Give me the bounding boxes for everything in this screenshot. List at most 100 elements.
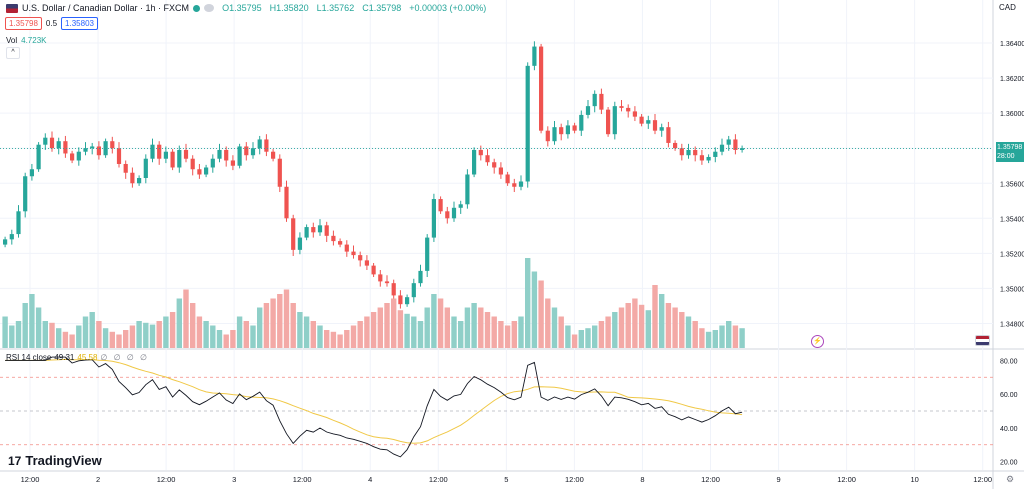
candle-body	[358, 255, 363, 261]
y-tick-label: 1.36400	[1000, 41, 1024, 48]
volume-bar	[444, 307, 450, 348]
volume-bar	[618, 307, 625, 348]
rsi-label: RSI 14 close	[6, 353, 52, 362]
spread-value: 0.5	[45, 19, 58, 28]
candle-body	[559, 127, 564, 135]
candle-body	[599, 93, 604, 110]
volume-bar	[437, 298, 444, 348]
last-price-value: 1.35798	[997, 144, 1023, 151]
candle-body	[224, 149, 229, 161]
candle-body	[371, 265, 376, 275]
settings-gear-icon[interactable]: ⚙	[1006, 474, 1015, 484]
rsi-value: 49.31	[54, 353, 75, 362]
candle-body	[344, 244, 349, 252]
volume-bar	[156, 321, 162, 348]
rsi-empty-values: ∅ ∅ ∅ ∅	[100, 353, 149, 362]
candle-body	[693, 149, 698, 156]
volume-bar	[538, 280, 544, 348]
candle-body	[351, 251, 356, 256]
candle-body	[659, 127, 664, 131]
x-tick-label: 2	[96, 475, 100, 484]
candle-body	[150, 144, 155, 159]
x-tick-label: 5	[504, 475, 508, 484]
candle-body	[458, 204, 463, 208]
volume-bar	[310, 321, 316, 348]
tradingview-logo[interactable]: 17 TradingView	[8, 453, 102, 468]
volume-bar	[236, 316, 243, 348]
visibility-icon[interactable]	[204, 4, 215, 12]
ohlc-close: C1.35798	[362, 3, 402, 13]
volume-bar	[525, 258, 531, 348]
x-tick-label: 9	[776, 475, 780, 484]
collapse-legend-button[interactable]: ^	[6, 47, 20, 59]
volume-bar	[726, 321, 732, 348]
market-open-dot-icon	[193, 4, 201, 12]
volume-bar	[270, 298, 276, 348]
candle-body	[244, 146, 249, 156]
volume-bar	[491, 316, 497, 348]
volume-bar	[56, 328, 62, 348]
volume-bar	[645, 310, 651, 348]
candle-body	[96, 146, 101, 156]
candle-body	[23, 176, 28, 212]
volume-label: Vol	[6, 36, 18, 45]
buy-button[interactable]: 1.35803	[61, 17, 98, 30]
volume-bar	[22, 303, 28, 348]
candle-body	[49, 137, 55, 149]
volume-bar	[123, 330, 129, 348]
x-tick-label: 12:00	[293, 475, 312, 484]
volume-bar	[82, 316, 89, 348]
volume-bar	[250, 325, 256, 348]
volume-bar	[324, 330, 330, 348]
candle-body	[264, 139, 269, 152]
candle-body	[673, 142, 678, 149]
candle-body	[364, 260, 369, 266]
tradingview-mark-icon: 17	[8, 453, 22, 468]
candle-body	[405, 297, 410, 305]
lightning-icon[interactable]: ⚡	[811, 335, 824, 348]
candle-body	[411, 283, 416, 298]
sell-button[interactable]: 1.35798	[5, 17, 42, 30]
candle-body	[465, 174, 470, 205]
volume-bar	[672, 307, 678, 348]
candle-body	[512, 183, 517, 187]
volume-bar	[344, 330, 350, 348]
candle-body	[210, 158, 215, 168]
volume-bar	[679, 312, 685, 348]
y-tick-label: 1.34800	[1000, 321, 1024, 328]
candle-body	[384, 281, 390, 284]
volume-bar	[712, 330, 718, 348]
volume-bar	[69, 334, 75, 348]
x-tick-label: 12:00	[565, 475, 584, 484]
x-tick-label: 12:00	[429, 475, 448, 484]
currency-label[interactable]: CAD	[999, 3, 1016, 12]
candle-body	[204, 167, 209, 175]
volume-bar	[739, 328, 745, 348]
candle-body	[197, 169, 202, 175]
candle-body	[70, 153, 75, 161]
volume-bar	[317, 325, 323, 348]
volume-bar	[9, 325, 15, 348]
volume-bar	[223, 334, 229, 348]
volume-bar	[424, 307, 430, 348]
volume-bar	[129, 325, 136, 348]
volume-bar	[612, 312, 618, 348]
candle-body	[431, 199, 436, 238]
volume-bar	[76, 325, 82, 348]
us-flag-icon[interactable]	[975, 335, 990, 346]
symbol-title[interactable]: U.S. Dollar / Canadian Dollar · 1h · FXC…	[22, 3, 190, 13]
candle-body	[505, 174, 510, 184]
volume-bar	[545, 298, 551, 348]
candle-body	[170, 151, 175, 168]
y-tick-label: 1.35200	[1000, 251, 1024, 258]
volume-bar	[732, 325, 739, 348]
candle-body	[686, 149, 691, 156]
volume-bar	[692, 321, 698, 348]
volume-bar	[163, 316, 169, 348]
candle-body	[16, 211, 21, 235]
volume-bar	[62, 331, 69, 348]
volume-bar	[518, 316, 524, 348]
volume-bar	[330, 331, 337, 348]
